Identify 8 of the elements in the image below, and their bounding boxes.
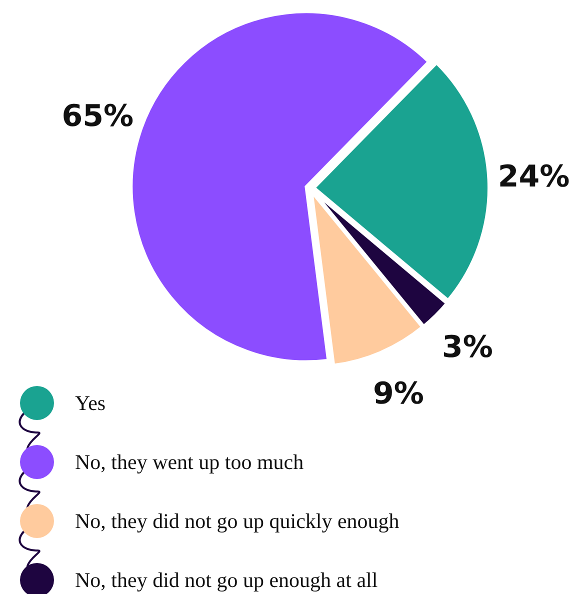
legend-label: No, they did not go up enough at all xyxy=(75,568,378,592)
data-label: 9% xyxy=(373,376,424,412)
legend-label: Yes xyxy=(75,391,106,415)
data-label: 24% xyxy=(498,160,570,195)
data-label: 65% xyxy=(62,99,134,134)
legend-label: No, they went up too much xyxy=(75,450,304,474)
legend-label: No, they did not go up quickly enough xyxy=(75,509,400,533)
data-label: 3% xyxy=(442,330,493,365)
